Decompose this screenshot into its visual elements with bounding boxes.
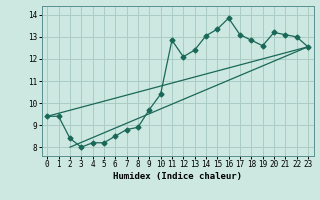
X-axis label: Humidex (Indice chaleur): Humidex (Indice chaleur) [113, 172, 242, 181]
